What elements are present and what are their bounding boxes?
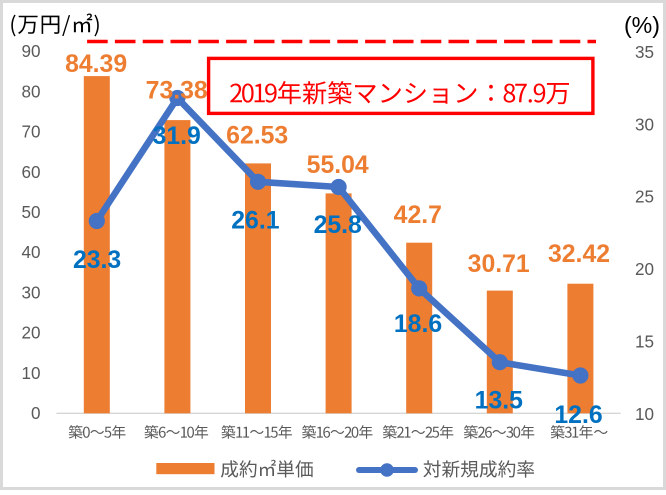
- svg-text:25: 25: [635, 188, 654, 207]
- svg-text:20: 20: [21, 324, 40, 343]
- svg-text:12.6: 12.6: [554, 402, 602, 429]
- svg-text:80: 80: [21, 82, 40, 101]
- svg-text:40: 40: [21, 243, 40, 262]
- svg-text:18.6: 18.6: [394, 311, 442, 338]
- svg-text:42.7: 42.7: [394, 202, 442, 229]
- svg-text:10: 10: [635, 405, 654, 424]
- svg-text:30: 30: [21, 283, 40, 302]
- svg-text:90: 90: [21, 42, 40, 61]
- svg-text:31.9: 31.9: [153, 123, 201, 150]
- svg-text:84.39: 84.39: [65, 51, 127, 78]
- svg-text:0: 0: [31, 404, 41, 423]
- svg-text:23.3: 23.3: [73, 247, 121, 274]
- svg-text:20: 20: [635, 260, 654, 279]
- svg-text:(%): (%): [624, 12, 660, 38]
- svg-text:26.1: 26.1: [231, 207, 279, 234]
- svg-text:35: 35: [635, 43, 654, 62]
- svg-text:62.53: 62.53: [226, 122, 288, 149]
- svg-text:73.38: 73.38: [146, 78, 208, 105]
- svg-text:15: 15: [635, 332, 654, 351]
- svg-text:60: 60: [21, 163, 40, 182]
- svg-text:50: 50: [21, 203, 40, 222]
- svg-text:55.04: 55.04: [307, 152, 369, 179]
- svg-text:30: 30: [635, 115, 654, 134]
- svg-text:10: 10: [21, 364, 40, 383]
- svg-text:30.71: 30.71: [468, 251, 530, 278]
- svg-text:25.8: 25.8: [314, 212, 362, 239]
- svg-text:32.42: 32.42: [548, 241, 610, 268]
- svg-text:13.5: 13.5: [475, 388, 523, 415]
- svg-text:70: 70: [21, 123, 40, 142]
